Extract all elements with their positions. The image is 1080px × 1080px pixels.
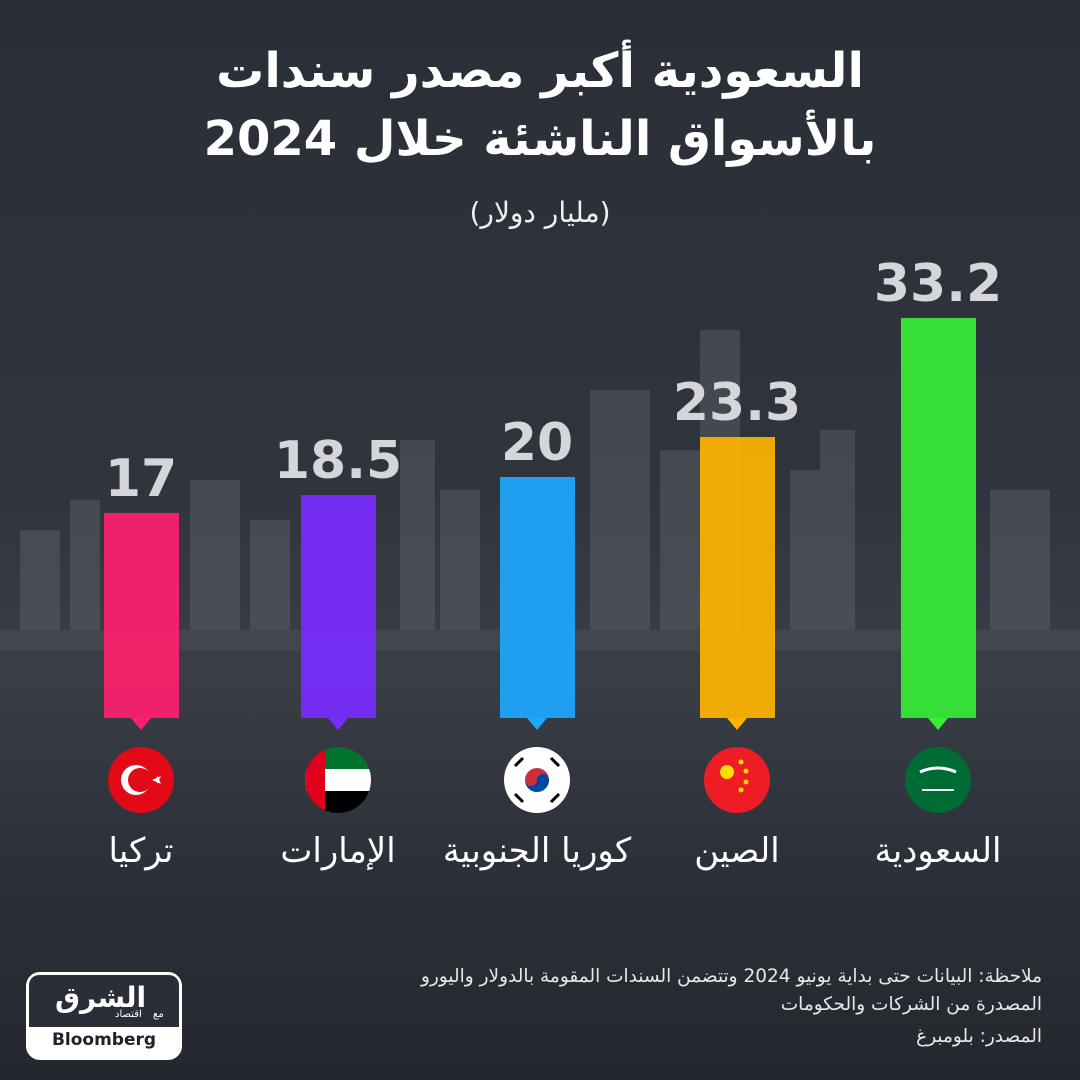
- category-label: تركيا: [108, 831, 174, 871]
- value-label: 17: [104, 449, 178, 510]
- chart-title: السعودية أكبر مصدر سندات: [216, 43, 864, 99]
- category-label: الإمارات: [280, 831, 396, 871]
- category-label: الصين: [694, 831, 780, 871]
- category-label: السعودية: [874, 831, 1002, 871]
- note: ملاحظة: البيانات حتى بداية يونيو 2024 وت…: [420, 966, 1042, 987]
- bar-pointer: [727, 718, 747, 730]
- chart-subtitle: (مليار دولار): [469, 196, 611, 229]
- flag-uae: [305, 747, 371, 813]
- flags: [108, 747, 971, 813]
- value-label: 18.5: [273, 431, 403, 492]
- chart-title: بالأسواق الناشئة خلال 2024: [203, 111, 877, 167]
- logo-partner: Bloomberg: [51, 1030, 157, 1050]
- bar: [699, 437, 775, 718]
- bar: [499, 477, 575, 718]
- bar: [900, 318, 976, 718]
- bar-pointer: [527, 718, 547, 730]
- logo: الشرق اقتصاد مع Bloomberg: [26, 972, 182, 1060]
- bar-pointer: [928, 718, 948, 730]
- value-label: 23.3: [672, 373, 802, 434]
- source: المصدر: بلومبرغ: [916, 1026, 1042, 1047]
- bar-pointer: [328, 718, 348, 730]
- flag-turkey: [108, 747, 174, 813]
- value-label: 33.2: [873, 254, 1003, 314]
- bar: [300, 495, 376, 718]
- flag-korea: [504, 747, 570, 813]
- logo-brand: الشرق: [55, 981, 147, 1014]
- logo-sub: اقتصاد: [115, 1009, 142, 1020]
- category-label: كوريا الجنوبية: [442, 831, 632, 871]
- value-label: 20: [500, 413, 574, 474]
- bar-pointer: [131, 718, 151, 730]
- flag-china: [704, 747, 770, 813]
- bar: [103, 513, 179, 718]
- logo-top: الشرق اقتصاد مع: [29, 975, 179, 1027]
- flag-saudi: [905, 747, 971, 813]
- logo-with: مع: [153, 1009, 164, 1020]
- note: المصدرة من الشركات والحكومات: [780, 994, 1042, 1015]
